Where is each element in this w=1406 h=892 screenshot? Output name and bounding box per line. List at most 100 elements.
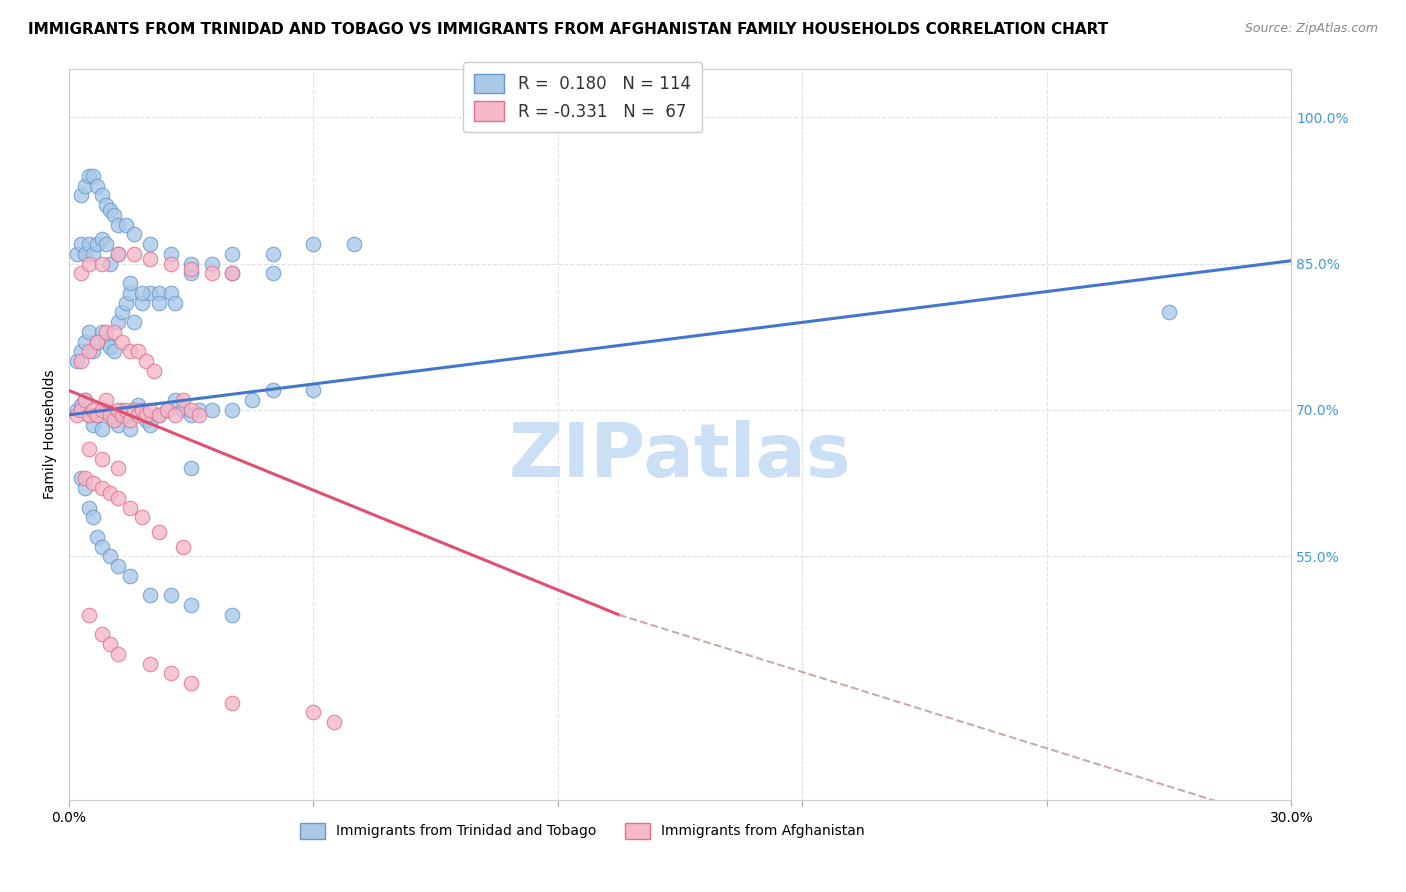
Point xyxy=(200,257,222,271)
Point xyxy=(262,266,284,280)
Point xyxy=(90,481,112,495)
Point xyxy=(118,569,141,583)
Y-axis label: Family Households: Family Households xyxy=(44,369,58,500)
Point xyxy=(75,178,97,193)
Point xyxy=(82,510,104,524)
Point xyxy=(82,169,104,183)
Point xyxy=(163,295,186,310)
Point xyxy=(107,403,129,417)
Text: ZIPatlas: ZIPatlas xyxy=(509,420,852,492)
Point xyxy=(79,500,101,515)
Point xyxy=(302,706,325,720)
Point xyxy=(115,295,138,310)
Point xyxy=(82,403,104,417)
Point xyxy=(70,344,93,359)
Point xyxy=(79,257,101,271)
Point xyxy=(115,403,138,417)
Point xyxy=(75,247,97,261)
Point xyxy=(148,408,170,422)
Point xyxy=(159,588,181,602)
Point xyxy=(103,413,125,427)
Point xyxy=(70,398,93,412)
Point xyxy=(86,334,108,349)
Point xyxy=(75,471,97,485)
Point xyxy=(107,247,129,261)
Point xyxy=(221,696,243,710)
Point xyxy=(107,461,129,475)
Point xyxy=(70,471,93,485)
Point xyxy=(107,218,129,232)
Point xyxy=(148,408,170,422)
Point xyxy=(172,403,194,417)
Point xyxy=(221,607,243,622)
Point xyxy=(107,491,129,505)
Point xyxy=(302,237,325,252)
Point xyxy=(159,666,181,681)
Point xyxy=(70,237,93,252)
Point xyxy=(98,340,121,354)
Point xyxy=(70,188,93,202)
Point xyxy=(148,524,170,539)
Point xyxy=(75,393,97,408)
Point xyxy=(94,334,117,349)
Point xyxy=(172,393,194,408)
Point xyxy=(131,403,153,417)
Point xyxy=(86,530,108,544)
Point xyxy=(90,403,112,417)
Point xyxy=(82,344,104,359)
Point xyxy=(180,266,202,280)
Point xyxy=(302,384,325,398)
Point xyxy=(122,403,145,417)
Point xyxy=(94,403,117,417)
Point xyxy=(200,266,222,280)
Point xyxy=(79,607,101,622)
Point xyxy=(86,178,108,193)
Point xyxy=(127,398,149,412)
Point xyxy=(75,481,97,495)
Point xyxy=(82,476,104,491)
Point xyxy=(180,257,202,271)
Point xyxy=(103,325,125,339)
Point xyxy=(98,408,121,422)
Point xyxy=(90,188,112,202)
Point xyxy=(188,408,211,422)
Point xyxy=(90,627,112,641)
Point xyxy=(127,344,149,359)
Point xyxy=(139,403,162,417)
Point xyxy=(1159,305,1181,319)
Point xyxy=(180,676,202,690)
Point xyxy=(221,266,243,280)
Point xyxy=(122,403,145,417)
Point xyxy=(118,285,141,300)
Point xyxy=(107,647,129,661)
Point xyxy=(118,344,141,359)
Point xyxy=(82,417,104,432)
Point xyxy=(127,408,149,422)
Point xyxy=(66,408,89,422)
Point xyxy=(75,334,97,349)
Point xyxy=(148,285,170,300)
Point xyxy=(159,247,181,261)
Point xyxy=(86,237,108,252)
Point xyxy=(159,285,181,300)
Point xyxy=(90,257,112,271)
Point xyxy=(240,393,263,408)
Point xyxy=(322,715,344,730)
Point xyxy=(143,364,166,378)
Point xyxy=(180,261,202,276)
Point xyxy=(135,413,157,427)
Point xyxy=(139,417,162,432)
Point xyxy=(118,413,141,427)
Point xyxy=(200,403,222,417)
Point xyxy=(90,451,112,466)
Point xyxy=(139,657,162,671)
Point xyxy=(148,295,170,310)
Point xyxy=(86,334,108,349)
Point xyxy=(180,403,202,417)
Point xyxy=(122,247,145,261)
Point xyxy=(139,588,162,602)
Point xyxy=(90,325,112,339)
Point xyxy=(98,637,121,651)
Point xyxy=(94,237,117,252)
Point xyxy=(131,510,153,524)
